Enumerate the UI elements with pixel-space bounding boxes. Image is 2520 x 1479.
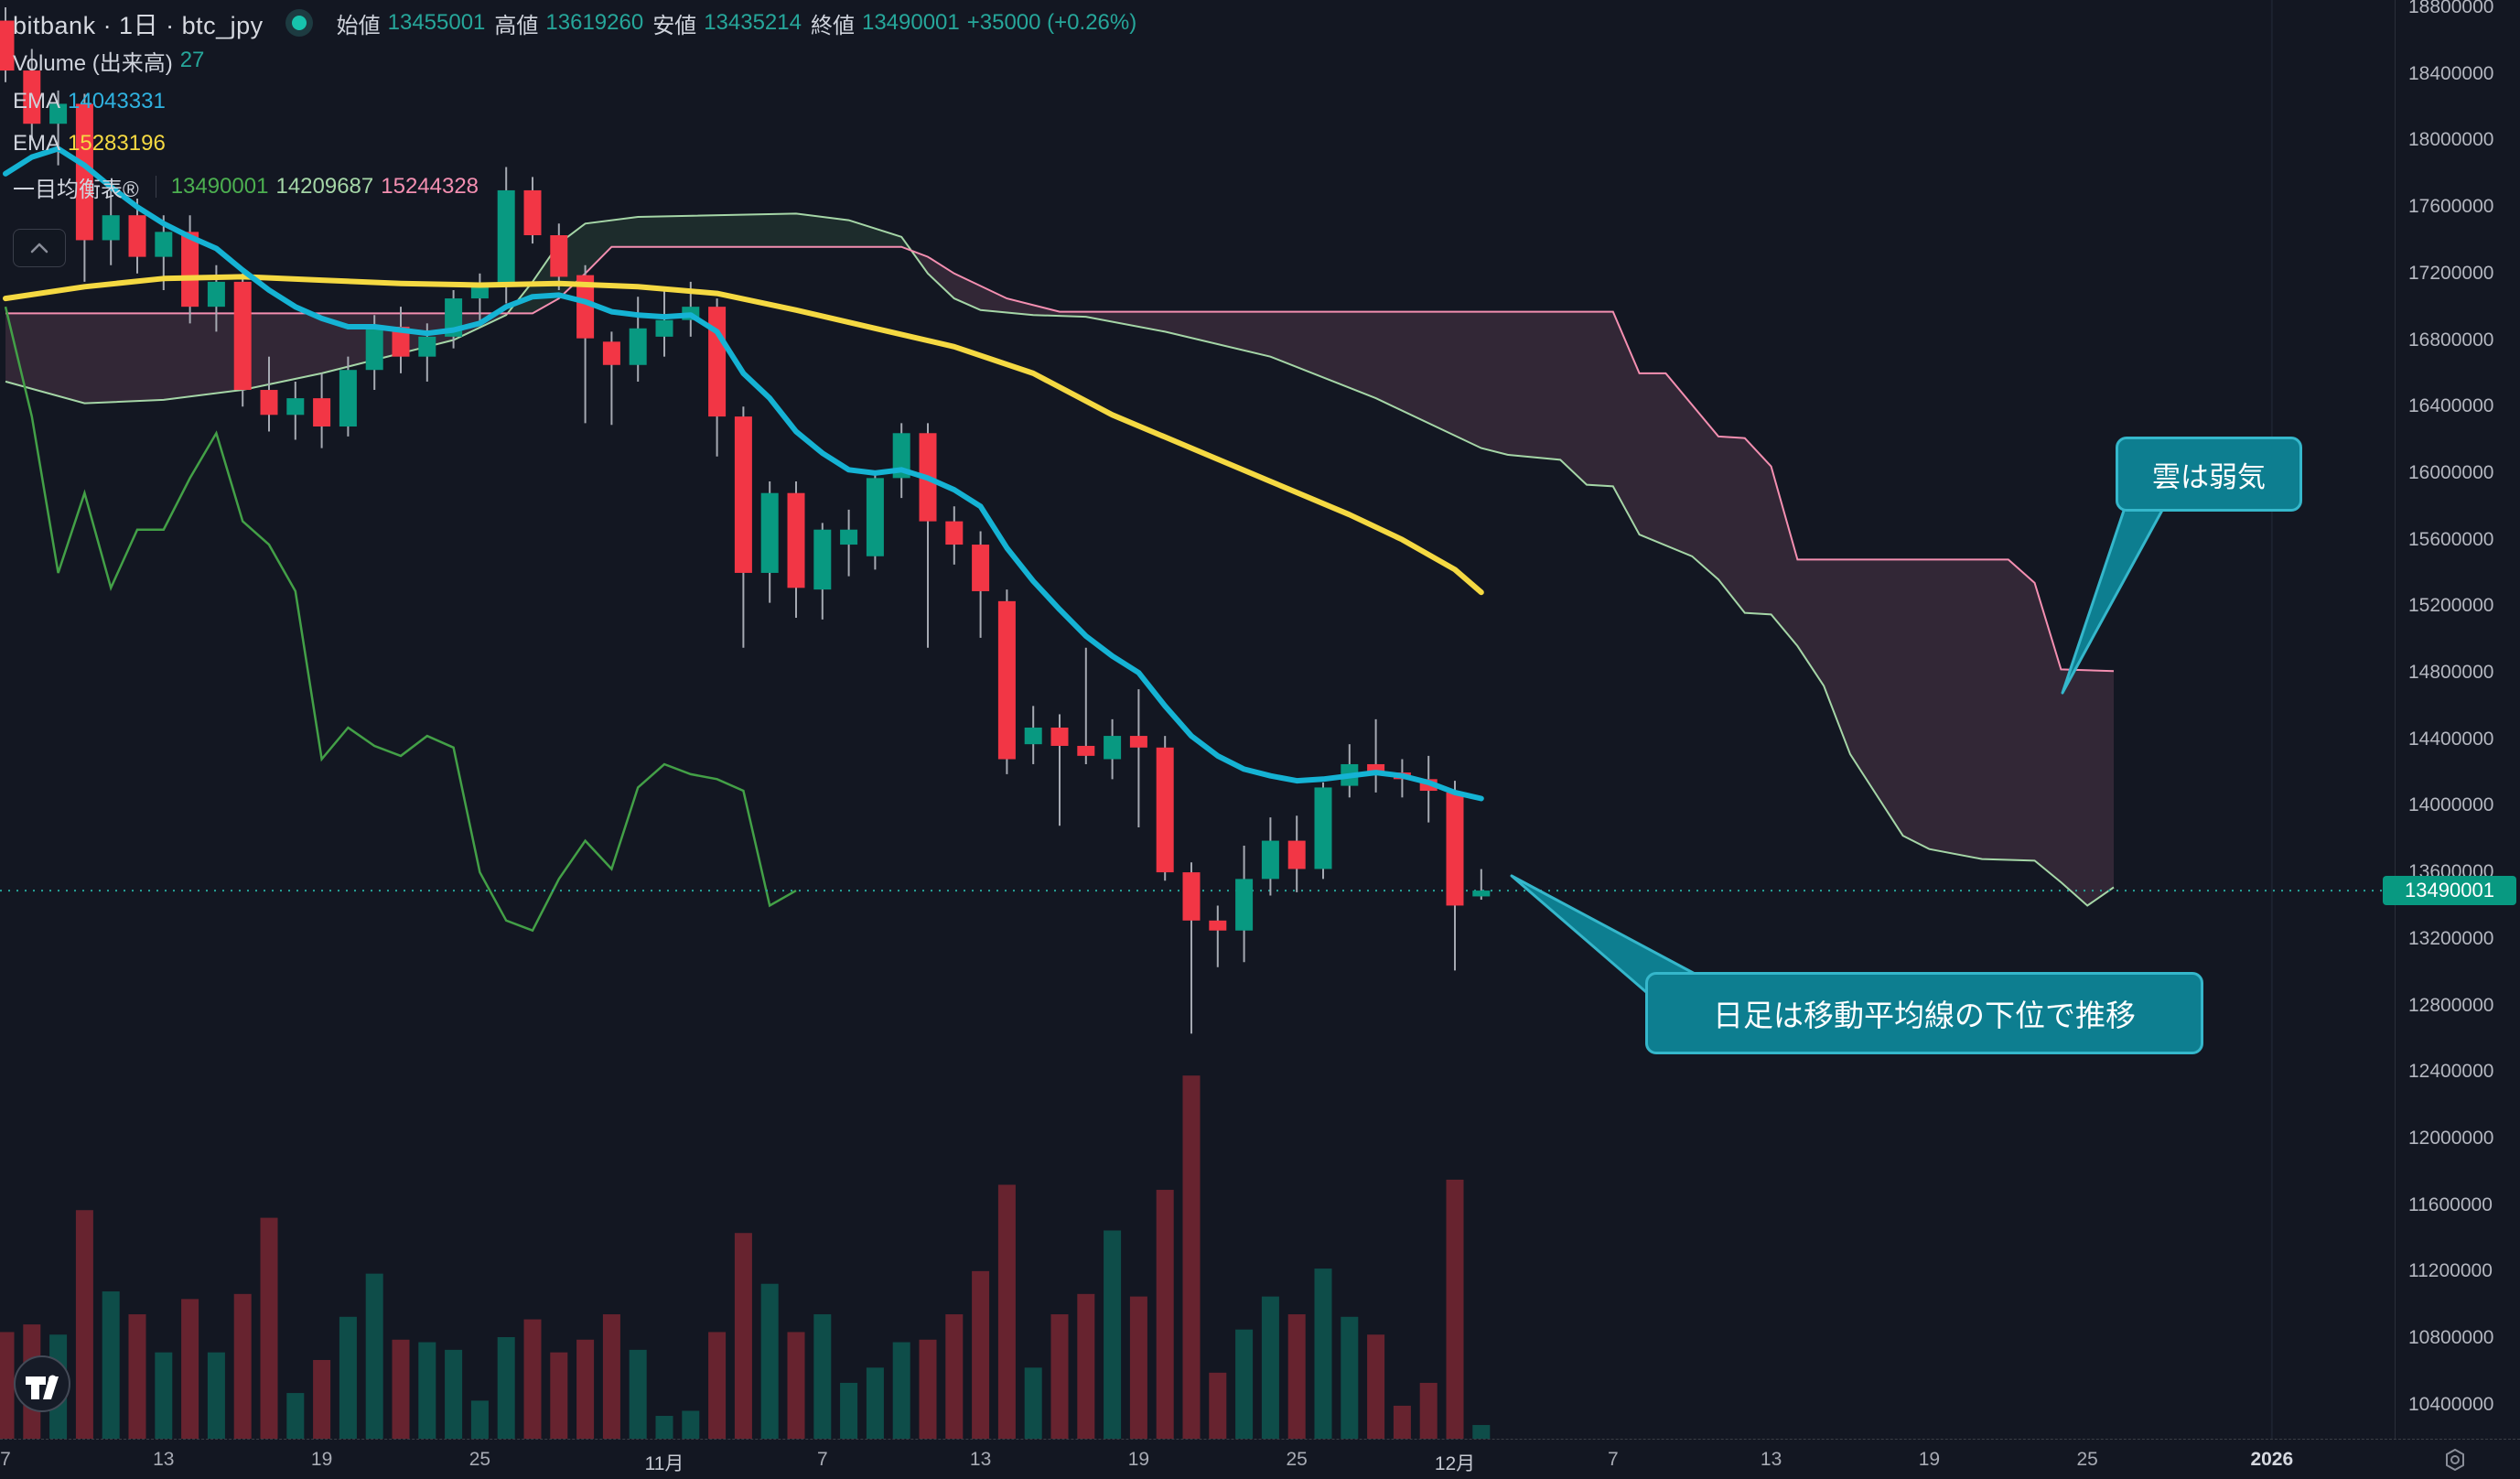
chikou-line [4,306,797,933]
close-value: 13490001 [861,10,960,35]
high-value: 13619260 [545,10,644,35]
time-axis[interactable]: 7 13 19 25 11月 7 13 19 25 12月 7 13 19 25 2026 [0,1439,2520,1479]
time-tick: 13 [969,1449,992,1470]
ichimoku-senkou-b-value: 15244328 [381,174,479,199]
ema-fast-line [3,146,1484,802]
close-label: 終値 [810,13,855,38]
time-tick: 25 [468,1449,491,1470]
price-tick: 15600000 [2408,528,2494,550]
price-tick: 16000000 [2408,461,2494,483]
high-label: 高値 [494,13,539,38]
logo-dot [48,1375,57,1384]
price-tick: 13200000 [2408,927,2494,949]
volume-bars [0,1075,1491,1439]
price-tick: 12400000 [2408,1061,2494,1083]
open-value: 13455001 [387,10,486,35]
ema-fast-value: 14043331 [68,89,166,113]
ema-slow-line [3,274,1484,596]
ema-slow-value: 15283196 [68,131,166,156]
change-value: +35000 (+0.26%) [966,10,1137,35]
symbol-legend-row[interactable]: bitbank · 1日 · btc_jpy 始値 13455001 高値 13… [13,5,1136,40]
session-clock-icon[interactable] [2441,1446,2469,1474]
ema-fast-legend-row[interactable]: EMA 14043331 [13,81,1136,123]
price-tick: 18800000 [2408,0,2494,17]
price-tick: 12000000 [2408,1127,2494,1149]
legend-panel: bitbank · 1日 · btc_jpy 始値 13455001 高値 13… [13,5,1136,267]
chevron-up-icon [30,243,48,254]
volume-value: 27 [179,48,205,72]
price-tick: 14800000 [2408,662,2494,683]
ichimoku-chikou-value: 13490001 [170,174,269,199]
time-tick: 11月 [644,1453,684,1474]
price-tick: 10800000 [2408,1327,2494,1348]
price-tick: 11600000 [2408,1193,2493,1215]
time-tick: 19 [1127,1449,1150,1470]
market-status-icon[interactable] [285,9,313,37]
logo-t-glyph [26,1376,46,1399]
price-tick: 18000000 [2408,129,2494,151]
candles [0,7,1491,1034]
annotation-tail-0 [2061,501,2167,695]
ichimoku-senkou-a-value: 14209687 [275,174,374,199]
annotation-below-ma[interactable]: 日足は移動平均線の下位で推移 [1645,972,2203,1054]
price-tick: 14400000 [2408,728,2494,750]
price-tick: 11200000 [2408,1260,2493,1282]
price-tick: 15200000 [2408,595,2494,617]
ema-slow-label: EMA [13,131,61,156]
price-tick: 16800000 [2408,329,2494,351]
price-tick: 14000000 [2408,794,2494,816]
time-tick: 7 [0,1449,11,1470]
time-tick: 25 [1286,1449,1308,1470]
time-tick: 13 [153,1449,175,1470]
last-price-tag: 13490001 [2383,876,2516,906]
time-tick: 19 [1918,1449,1941,1470]
price-tick: 17200000 [2408,262,2494,284]
price-tick: 18400000 [2408,62,2494,84]
annotation-cloud-bearish[interactable]: 雲は弱気 [2116,437,2302,512]
ichimoku-legend-row[interactable]: 一目均衡表® 13490001 14209687 15244328 [13,165,1136,209]
symbol-title: bitbank · 1日 · btc_jpy [13,11,264,39]
low-label: 安値 [652,13,697,38]
time-tick: 2026 [2250,1449,2294,1470]
tradingview-logo[interactable] [13,1355,71,1413]
price-tick: 17600000 [2408,196,2494,218]
ichimoku-label: 一目均衡表® [13,177,139,202]
low-value: 13435214 [704,10,802,35]
time-tick: 12月 [1434,1453,1476,1474]
price-tick: 16400000 [2408,395,2494,417]
volume-label: Volume (出来高) [13,50,173,76]
price-axis[interactable]: 18800000 18400000 18000000 17600000 17200000… [2395,0,2520,1439]
price-tick: 10400000 [2408,1393,2494,1415]
time-tick: 7 [1607,1449,1619,1470]
open-label: 始値 [336,13,381,38]
time-tick: 25 [2076,1449,2098,1470]
ema-slow-legend-row[interactable]: EMA 15283196 [13,123,1136,165]
time-tick: 19 [310,1449,333,1470]
price-tick: 12800000 [2408,994,2494,1016]
volume-legend-row[interactable]: Volume (出来高) 27 [13,40,1136,81]
time-tick: 13 [1760,1449,1782,1470]
ichimoku-cloud [5,212,2115,907]
time-tick: 7 [816,1449,828,1470]
ema-fast-label: EMA [13,89,61,113]
legend-collapse-button[interactable] [13,229,66,267]
